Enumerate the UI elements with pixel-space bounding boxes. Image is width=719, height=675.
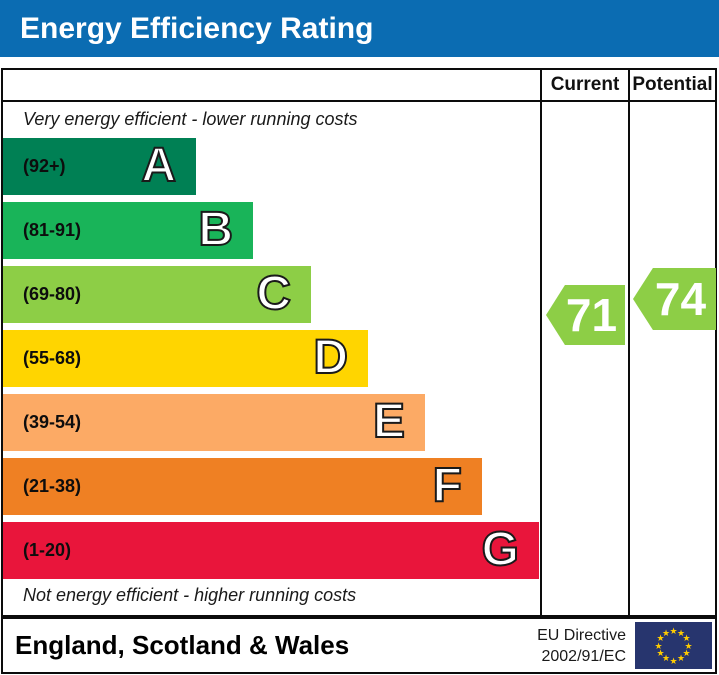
region-label: England, Scotland & Wales xyxy=(15,630,350,660)
column-header-potential: Potential xyxy=(632,74,713,95)
eu-flag-star: ★ xyxy=(676,627,686,638)
band-b-range: (81-91) xyxy=(23,220,82,240)
eu-directive-line2: 2002/91/EC xyxy=(541,647,626,665)
band-g-letter: G xyxy=(481,522,520,577)
band-c-range: (69-80) xyxy=(23,284,82,304)
potential-rating-value: 74 xyxy=(654,273,707,325)
eu-flag-star: ★ xyxy=(682,648,691,658)
band-c: (69-80) C xyxy=(3,266,311,323)
band-b-letter: B xyxy=(197,202,234,257)
band-g: (1-20) G xyxy=(3,522,539,579)
band-c-letter: C xyxy=(255,266,292,321)
current-rating-value: 71 xyxy=(565,289,618,341)
eu-directive-line1: EU Directive xyxy=(537,626,626,644)
eu-flag-star: ★ xyxy=(684,640,693,651)
column-divider-current xyxy=(540,70,542,615)
current-rating-arrow: 71 xyxy=(546,285,625,345)
bottom-note: Not energy efficient - higher running co… xyxy=(23,585,357,605)
band-f-range: (21-38) xyxy=(23,476,82,496)
eu-directive-label: EU Directive 2002/91/EC xyxy=(537,625,626,667)
band-a-range: (92+) xyxy=(23,156,66,176)
eu-flag-star: ★ xyxy=(656,648,665,658)
eu-flag-icon: ★ ★ ★ ★ ★ ★ ★ ★ ★ ★ ★ ★ xyxy=(635,622,712,669)
header-divider xyxy=(3,100,715,102)
eu-flag-star: ★ xyxy=(669,655,678,666)
eu-flag-star: ★ xyxy=(661,627,671,638)
potential-rating-arrow: 74 xyxy=(633,268,716,330)
title-bar: Energy Efficiency Rating xyxy=(0,0,719,57)
eu-flag-star: ★ xyxy=(654,640,663,651)
eu-flag-star: ★ xyxy=(676,653,686,664)
band-e: (39-54) E xyxy=(3,394,425,451)
eu-flag-star: ★ xyxy=(656,633,665,643)
band-a-letter: A xyxy=(140,138,177,193)
band-d-letter: D xyxy=(312,330,349,385)
band-d-range: (55-68) xyxy=(23,348,82,368)
eu-flag-star: ★ xyxy=(682,633,691,643)
page-title: Energy Efficiency Rating xyxy=(20,12,374,45)
band-e-range: (39-54) xyxy=(23,412,82,432)
rating-table: Current Potential Very energy efficient … xyxy=(1,68,717,617)
band-a: (92+) A xyxy=(3,138,196,195)
band-g-range: (1-20) xyxy=(23,540,72,560)
eu-flag-star: ★ xyxy=(661,653,671,664)
band-b: (81-91) B xyxy=(3,202,253,259)
column-header-current: Current xyxy=(550,74,620,95)
band-f: (21-38) F xyxy=(3,458,482,515)
band-e-letter: E xyxy=(372,394,406,449)
band-d: (55-68) D xyxy=(3,330,368,387)
top-note: Very energy efficient - lower running co… xyxy=(23,109,358,129)
band-f-letter: F xyxy=(432,458,463,513)
footer-bar: England, Scotland & Wales EU Directive 2… xyxy=(1,617,717,674)
eu-flag-star: ★ xyxy=(669,625,678,636)
column-divider-potential xyxy=(628,70,630,615)
